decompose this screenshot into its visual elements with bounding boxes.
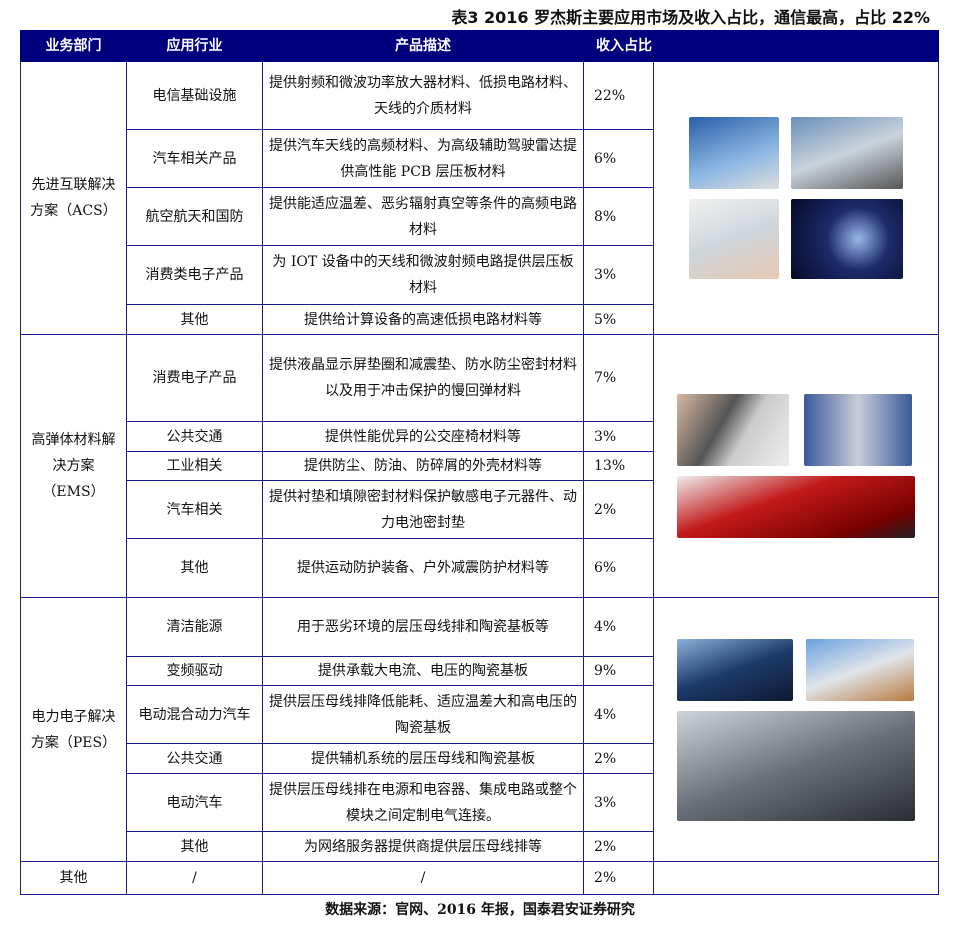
industry-cell: 电信基础设施: [126, 61, 263, 130]
header-desc: 产品描述: [262, 30, 584, 62]
pct-cell: 13%: [583, 451, 654, 481]
desc-cell: 提供给计算设备的高速低损电路材料等: [262, 304, 584, 335]
table-row: 其他 //2%: [20, 861, 939, 895]
antenna-photo: [689, 117, 779, 189]
table-row: 其他 为网络服务器提供商提供层压母线排等 2%: [21, 831, 939, 862]
image-grid: [660, 638, 932, 821]
image-cell: [653, 334, 939, 598]
desc-cell: 提供能适应温差、恶劣辐射真空等条件的高频电路材料: [262, 187, 584, 246]
other-industry-cell: /: [126, 861, 263, 895]
industry-cell: 变频驱动: [126, 656, 263, 686]
satellite-photo: [791, 199, 903, 279]
industry-cell: 其他: [126, 538, 263, 598]
header-dept: 业务部门: [20, 30, 127, 62]
silver-car-photo: [677, 710, 915, 821]
industry-cell: 其他: [126, 831, 263, 862]
dept-cell: 电力电子解决方案（PES）: [20, 597, 127, 862]
table-row: 公共交通 提供辅机系统的层压母线和陶瓷基板 2%: [21, 743, 939, 774]
table-title: 表3 2016 罗杰斯主要应用市场及收入占比，通信最高，占比 22%: [451, 8, 930, 27]
desc-cell: 提供防尘、防油、防碎屑的外壳材料等: [262, 451, 584, 481]
dept-cell: 先进互联解决方案（ACS）: [20, 61, 127, 335]
revenue-table: 业务部门 应用行业 产品描述 收入占比 先进互联解决方案（ACS） 电信基础设施提…: [20, 30, 939, 895]
table-row: 汽车相关 提供衬垫和填隙密封材料保护敏感电子元器件、动力电池密封垫 2%: [21, 480, 939, 539]
table-row: 其他 提供给计算设备的高速低损电路材料等 5%: [21, 304, 939, 335]
desc-cell: 提供汽车天线的高频材料、为高级辅助驾驶雷达提供高性能 PCB 层压板材料: [262, 129, 584, 188]
solar-panel-photo: [677, 638, 793, 701]
pct-cell: 8%: [583, 187, 654, 246]
desc-cell: 为 IOT 设备中的天线和微波射频电路提供层压板材料: [262, 245, 584, 305]
industry-cell: 汽车相关产品: [126, 129, 263, 188]
desc-cell: 为网络服务器提供商提供层压母线排等: [262, 831, 584, 862]
image-grid: [660, 394, 932, 538]
table-row: 电力电子解决方案（PES） 清洁能源 用于恶劣环境的层压母线排和陶瓷基板等 4%: [20, 597, 939, 862]
pct-cell: 3%: [583, 421, 654, 452]
car-photo: [791, 117, 903, 189]
industry-cell: 其他: [126, 304, 263, 335]
image-cell: [653, 597, 939, 862]
pct-cell: 6%: [583, 129, 654, 188]
image-grid: [660, 117, 932, 279]
desc-cell: 提供运动防护装备、户外减震防护材料等: [262, 538, 584, 598]
desc-cell: 提供层压母线排降低能耗、适应温差大和高电压的陶瓷基板: [262, 685, 584, 744]
pct-cell: 2%: [583, 743, 654, 774]
other-desc-cell: /: [262, 861, 584, 895]
industry-cell: 消费电子产品: [126, 334, 263, 422]
dept-cell: 高弹体材料解决方案（EMS）: [20, 334, 127, 598]
desc-cell: 提供层压母线排在电源和电容器、集成电路或整个模块之间定制电气连接。: [262, 773, 584, 832]
desc-cell: 提供衬垫和填隙密封材料保护敏感电子元器件、动力电池密封垫: [262, 480, 584, 539]
table-row: 汽车相关产品 提供汽车天线的高频材料、为高级辅助驾驶雷达提供高性能 PCB 层压板…: [21, 129, 939, 188]
pct-cell: 5%: [583, 304, 654, 335]
pct-cell: 4%: [583, 685, 654, 744]
red-car-photo: [677, 476, 915, 538]
table-row: 变频驱动 提供承载大电流、电压的陶瓷基板 9%: [21, 656, 939, 686]
image-cell: [653, 61, 939, 335]
pct-cell: 9%: [583, 656, 654, 686]
desc-cell: 提供性能优异的公交座椅材料等: [262, 421, 584, 452]
table-row: 先进互联解决方案（ACS） 电信基础设施 提供射频和微波功率放大器材料、低损电路材料…: [20, 61, 939, 335]
industry-cell: 工业相关: [126, 451, 263, 481]
other-image-cell: [653, 861, 939, 895]
ereader-photo: [677, 394, 789, 466]
industry-cell: 消费类电子产品: [126, 245, 263, 305]
tablet-photo: [689, 199, 779, 279]
industry-cell: 航空航天和国防: [126, 187, 263, 246]
other-pct-cell: 2%: [583, 861, 654, 895]
table-row: 消费类电子产品为 IOT 设备中的天线和微波射频电路提供层压板材料 3%: [21, 245, 939, 305]
industry-cell: 电动混合动力汽车: [126, 685, 263, 744]
pct-cell: 6%: [583, 538, 654, 598]
pct-cell: 3%: [583, 773, 654, 832]
industry-cell: 公共交通: [126, 743, 263, 774]
desc-cell: 提供射频和微波功率放大器材料、低损电路材料、天线的介质材料: [262, 61, 584, 130]
desc-cell: 提供液晶显示屏垫圈和减震垫、防水防尘密封材料以及用于冲击保护的慢回弹材料: [262, 334, 584, 422]
pct-cell: 3%: [583, 245, 654, 305]
industry-cell: 汽车相关: [126, 480, 263, 539]
table-row: 其他 提供运动防护装备、户外减震防护材料等 6%: [21, 538, 939, 598]
table-row: 航空航天和国防 提供能适应温差、恶劣辐射真空等条件的高频电路材料 8%: [21, 187, 939, 246]
table-row: 公共交通 提供性能优异的公交座椅材料等 3%: [21, 421, 939, 452]
header-industry: 应用行业: [126, 30, 263, 62]
desc-cell: 提供承载大电流、电压的陶瓷基板: [262, 656, 584, 686]
industry-cell: 清洁能源: [126, 597, 263, 657]
header-pct: 收入占比: [583, 30, 939, 62]
desc-cell: 提供辅机系统的层压母线和陶瓷基板: [262, 743, 584, 774]
pct-cell: 2%: [583, 480, 654, 539]
train-interior-photo: [804, 394, 912, 466]
header-row: 业务部门 应用行业 产品描述 收入占比: [20, 30, 939, 62]
table-row: 工业相关 提供防尘、防油、防碎屑的外壳材料等 13%: [21, 451, 939, 481]
industry-cell: 电动汽车: [126, 773, 263, 832]
other-dept-cell: 其他: [20, 861, 127, 895]
pct-cell: 4%: [583, 597, 654, 657]
pct-cell: 22%: [583, 61, 654, 130]
data-source: 数据来源：官网、2016 年报，国泰君安证券研究: [325, 902, 635, 918]
high-speed-train-photo: [806, 638, 914, 701]
pct-cell: 2%: [583, 831, 654, 862]
desc-cell: 用于恶劣环境的层压母线排和陶瓷基板等: [262, 597, 584, 657]
industry-cell: 公共交通: [126, 421, 263, 452]
table-row: 高弹体材料解决方案（EMS） 消费电子产品 提供液晶显示屏垫圈和减震垫、防水防尘密封…: [20, 334, 939, 598]
pct-cell: 7%: [583, 334, 654, 422]
